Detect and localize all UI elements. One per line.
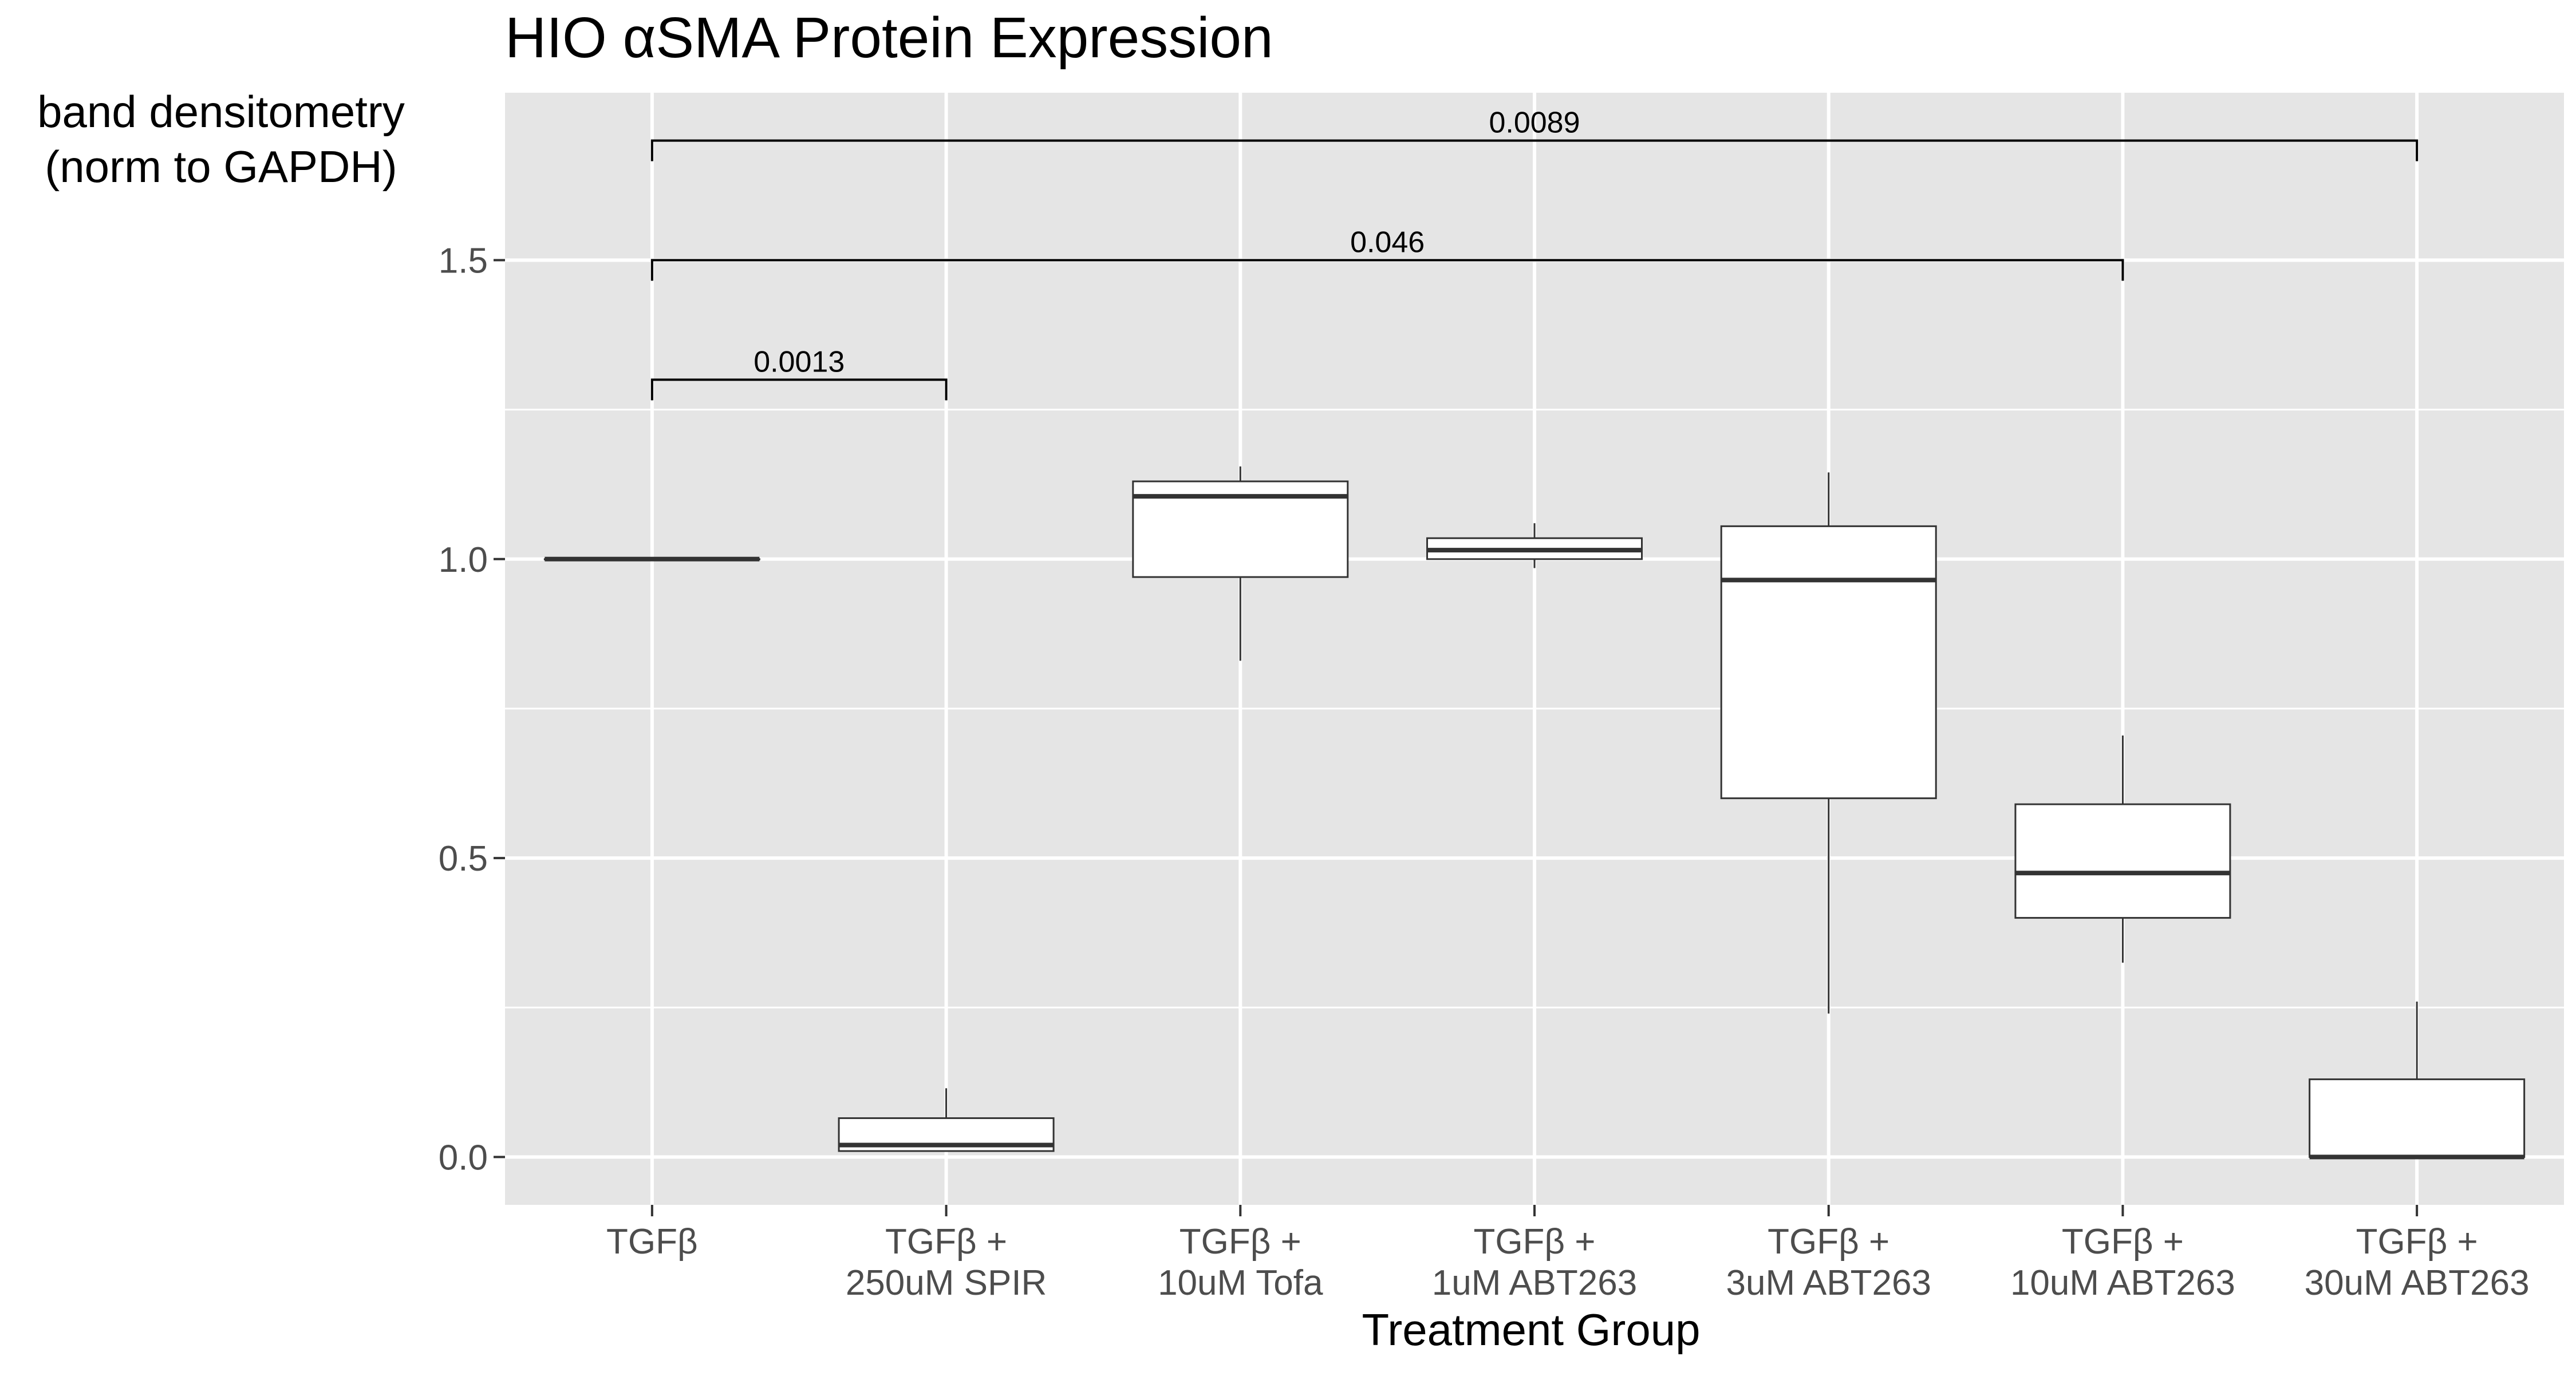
significance-bracket: [650, 259, 2124, 281]
x-tick-label: 1uM ABT263: [1432, 1263, 1637, 1303]
box-iqr: [2309, 1078, 2526, 1158]
p-value-label: 0.0013: [754, 345, 845, 378]
y-axis-label-line-1: band densitometry: [37, 86, 405, 137]
x-tick-label: TGFβ +: [1768, 1222, 1889, 1262]
x-tick-label: 30uM ABT263: [2305, 1263, 2530, 1303]
x-tick-label: TGFβ +: [1473, 1222, 1595, 1262]
x-tick-label: 250uM SPIR: [846, 1263, 1047, 1303]
y-tick-label: 0.5: [439, 839, 488, 879]
box-iqr: [2014, 803, 2231, 919]
y-tick-label: 1.5: [439, 241, 488, 280]
x-tick-label: TGFβ +: [2062, 1222, 2184, 1262]
y-tick-label: 0.0: [439, 1138, 488, 1177]
significance-bracket: [650, 378, 948, 401]
chart-title: HIO αSMA Protein Expression: [505, 6, 1273, 70]
x-tick-label: TGFβ: [606, 1222, 698, 1262]
x-tick-label: TGFβ +: [1179, 1222, 1301, 1262]
x-tick-label: TGFβ +: [2356, 1222, 2478, 1262]
x-tick-label: 10uM Tofa: [1158, 1263, 1323, 1303]
box-iqr: [1720, 525, 1937, 800]
p-value-label: 0.0089: [1489, 106, 1580, 140]
x-tick-label: 10uM ABT263: [2010, 1263, 2235, 1303]
significance-bracket: [650, 139, 2419, 161]
x-tick-label: TGFβ +: [885, 1222, 1007, 1262]
y-tick-label: 1.0: [439, 540, 488, 580]
p-value-label: 0.046: [1350, 226, 1425, 259]
x-tick-label: 3uM ABT263: [1726, 1263, 1931, 1303]
y-axis-label-line-2: (norm to GAPDH): [45, 141, 397, 192]
x-axis-label: Treatment Group: [1362, 1304, 1700, 1355]
